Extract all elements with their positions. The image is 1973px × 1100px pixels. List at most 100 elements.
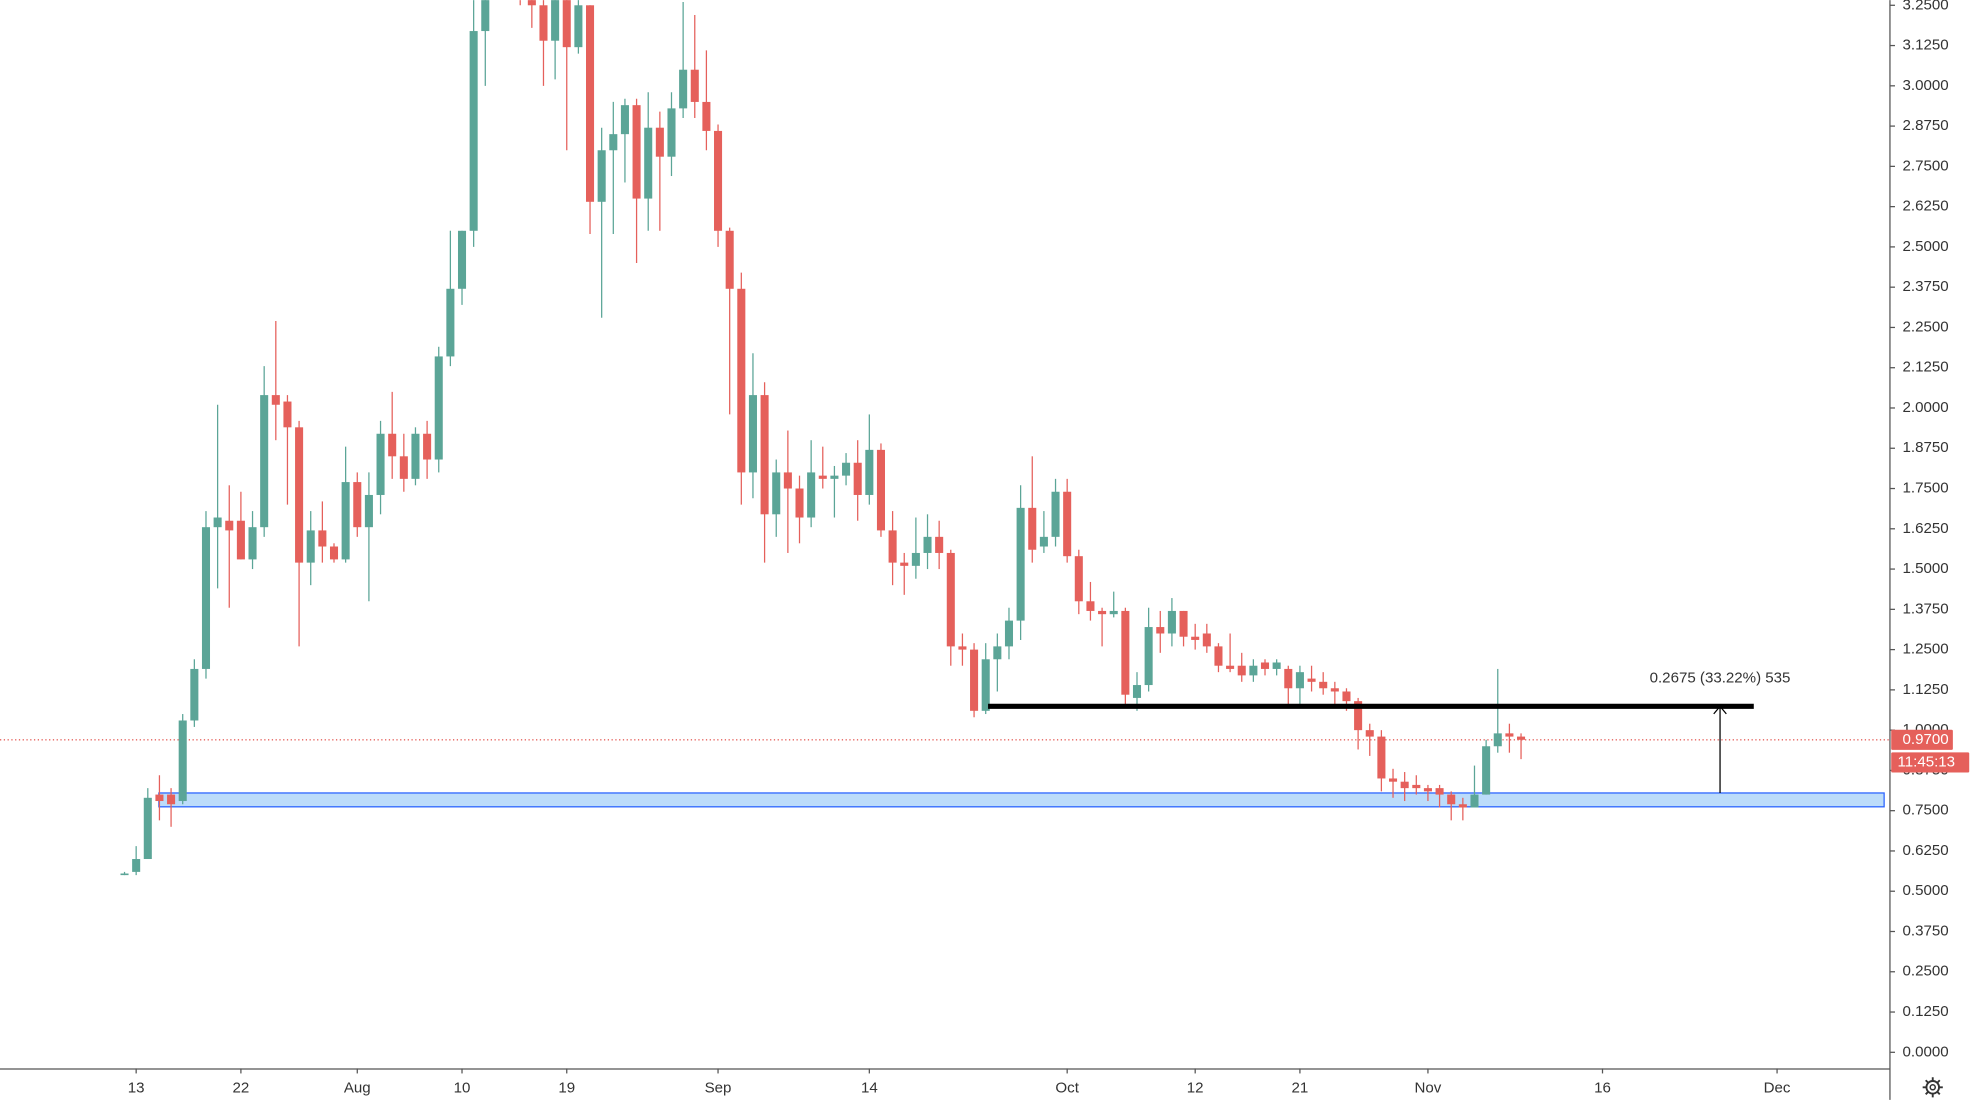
candle-body (178, 720, 187, 802)
candle-body (865, 449, 874, 495)
candle-body (1237, 665, 1246, 676)
x-tick-label: 12 (1187, 1080, 1204, 1097)
candle-body (1202, 633, 1211, 647)
candle-body (1226, 665, 1235, 669)
candle-body (167, 794, 176, 805)
y-tick-label: 2.5000 (1903, 238, 1949, 255)
candle-body (399, 456, 408, 479)
candle-body (1214, 646, 1223, 666)
candle-body (1354, 701, 1363, 731)
candle-body (760, 395, 769, 515)
x-tick-label: 22 (233, 1080, 250, 1097)
candle-body (457, 230, 467, 289)
y-tick-label: 1.8750 (1903, 439, 1949, 456)
candle-body (702, 101, 711, 131)
candle-body (388, 433, 397, 457)
candle-body (1447, 794, 1456, 805)
y-tick-label: 3.0000 (1903, 77, 1949, 94)
candle-body (353, 482, 362, 528)
candle-body (1249, 665, 1258, 676)
y-tick-label: 2.7500 (1903, 157, 1949, 174)
x-tick-label: Oct (1055, 1080, 1079, 1097)
y-tick-label: 1.2500 (1903, 641, 1949, 658)
candle-body (248, 527, 257, 560)
y-tick-label: 1.1250 (1903, 681, 1949, 698)
countdown-label: 11:45:13 (1898, 753, 1956, 770)
candle-body (853, 462, 862, 495)
candle-body (341, 482, 350, 560)
candle-body (1063, 491, 1072, 557)
candle-body (295, 427, 304, 563)
candle-body (1144, 627, 1153, 686)
last-price-tag (1891, 729, 1953, 750)
candle-body (1505, 733, 1514, 737)
candle-body (1121, 610, 1130, 695)
candle-body (1167, 610, 1176, 634)
candle-body (1412, 784, 1421, 789)
candle-body (318, 530, 327, 547)
x-tick-label: Nov (1415, 1080, 1442, 1097)
y-tick-label: 1.7500 (1903, 480, 1949, 497)
candle-body (1400, 781, 1409, 789)
candle-body (690, 69, 699, 102)
measure-label: 0.2675 (33.22%) 535 (1650, 670, 1791, 687)
y-tick-label: 1.6250 (1903, 520, 1949, 537)
candle-body (586, 5, 595, 202)
candle-body (132, 859, 141, 872)
candle-body (143, 797, 152, 860)
support-zone (158, 792, 1885, 808)
candle-body (539, 5, 548, 41)
candle-body (225, 520, 234, 531)
candle-body (446, 288, 455, 357)
candle-body (1284, 668, 1293, 689)
candle-body (737, 288, 746, 473)
y-tick-label: 0.2500 (1903, 963, 1949, 980)
candle-body (1272, 662, 1281, 669)
candle-body (1517, 736, 1526, 740)
x-tick-label: 19 (558, 1080, 575, 1097)
candle-body (1342, 691, 1351, 702)
y-tick-label: 2.3750 (1903, 278, 1949, 295)
gear-teeth (1922, 1077, 1943, 1098)
candle-body (1132, 685, 1142, 698)
candle-body (1435, 788, 1444, 795)
measure-arrowhead (1713, 705, 1727, 715)
candle-body (679, 69, 688, 109)
candle-body (714, 130, 723, 231)
candle-body (946, 552, 955, 647)
candle-body (1028, 507, 1037, 550)
candle-body (1319, 681, 1328, 689)
candle-body (1295, 672, 1304, 689)
candle-body (411, 433, 420, 479)
candle-body (783, 472, 792, 489)
candle-body (469, 31, 478, 231)
candle-body (271, 395, 280, 405)
candle-body (876, 449, 885, 531)
candle-body (155, 794, 164, 802)
y-tick-label: 1.5000 (1903, 560, 1949, 577)
y-tick-label: 0.1250 (1903, 1003, 1949, 1020)
candle-body (911, 552, 920, 566)
candle-body (923, 536, 932, 553)
candle-body (423, 433, 432, 460)
settings-icon[interactable] (1922, 1077, 1943, 1098)
y-tick-label: 2.8750 (1903, 117, 1949, 134)
candle-body (527, 0, 536, 6)
candle-body (434, 356, 443, 460)
candle-body (364, 494, 373, 528)
last-price-label: 0.9700 (1903, 731, 1949, 748)
candle-body (1458, 804, 1467, 808)
x-tick-label: 13 (128, 1080, 145, 1097)
x-tick-label: Aug (344, 1080, 371, 1097)
candle-body (1330, 688, 1339, 692)
y-tick-label: 0.5000 (1903, 882, 1949, 899)
candle-body (1016, 507, 1025, 621)
candle-body (620, 105, 629, 135)
candle-body (1179, 610, 1188, 637)
x-tick-label: Sep (705, 1080, 732, 1097)
candle-body (970, 649, 979, 711)
candle-body (807, 472, 816, 518)
candle-body (1377, 736, 1386, 779)
y-tick-label: 0.7500 (1903, 802, 1949, 819)
candle-body (609, 134, 618, 151)
